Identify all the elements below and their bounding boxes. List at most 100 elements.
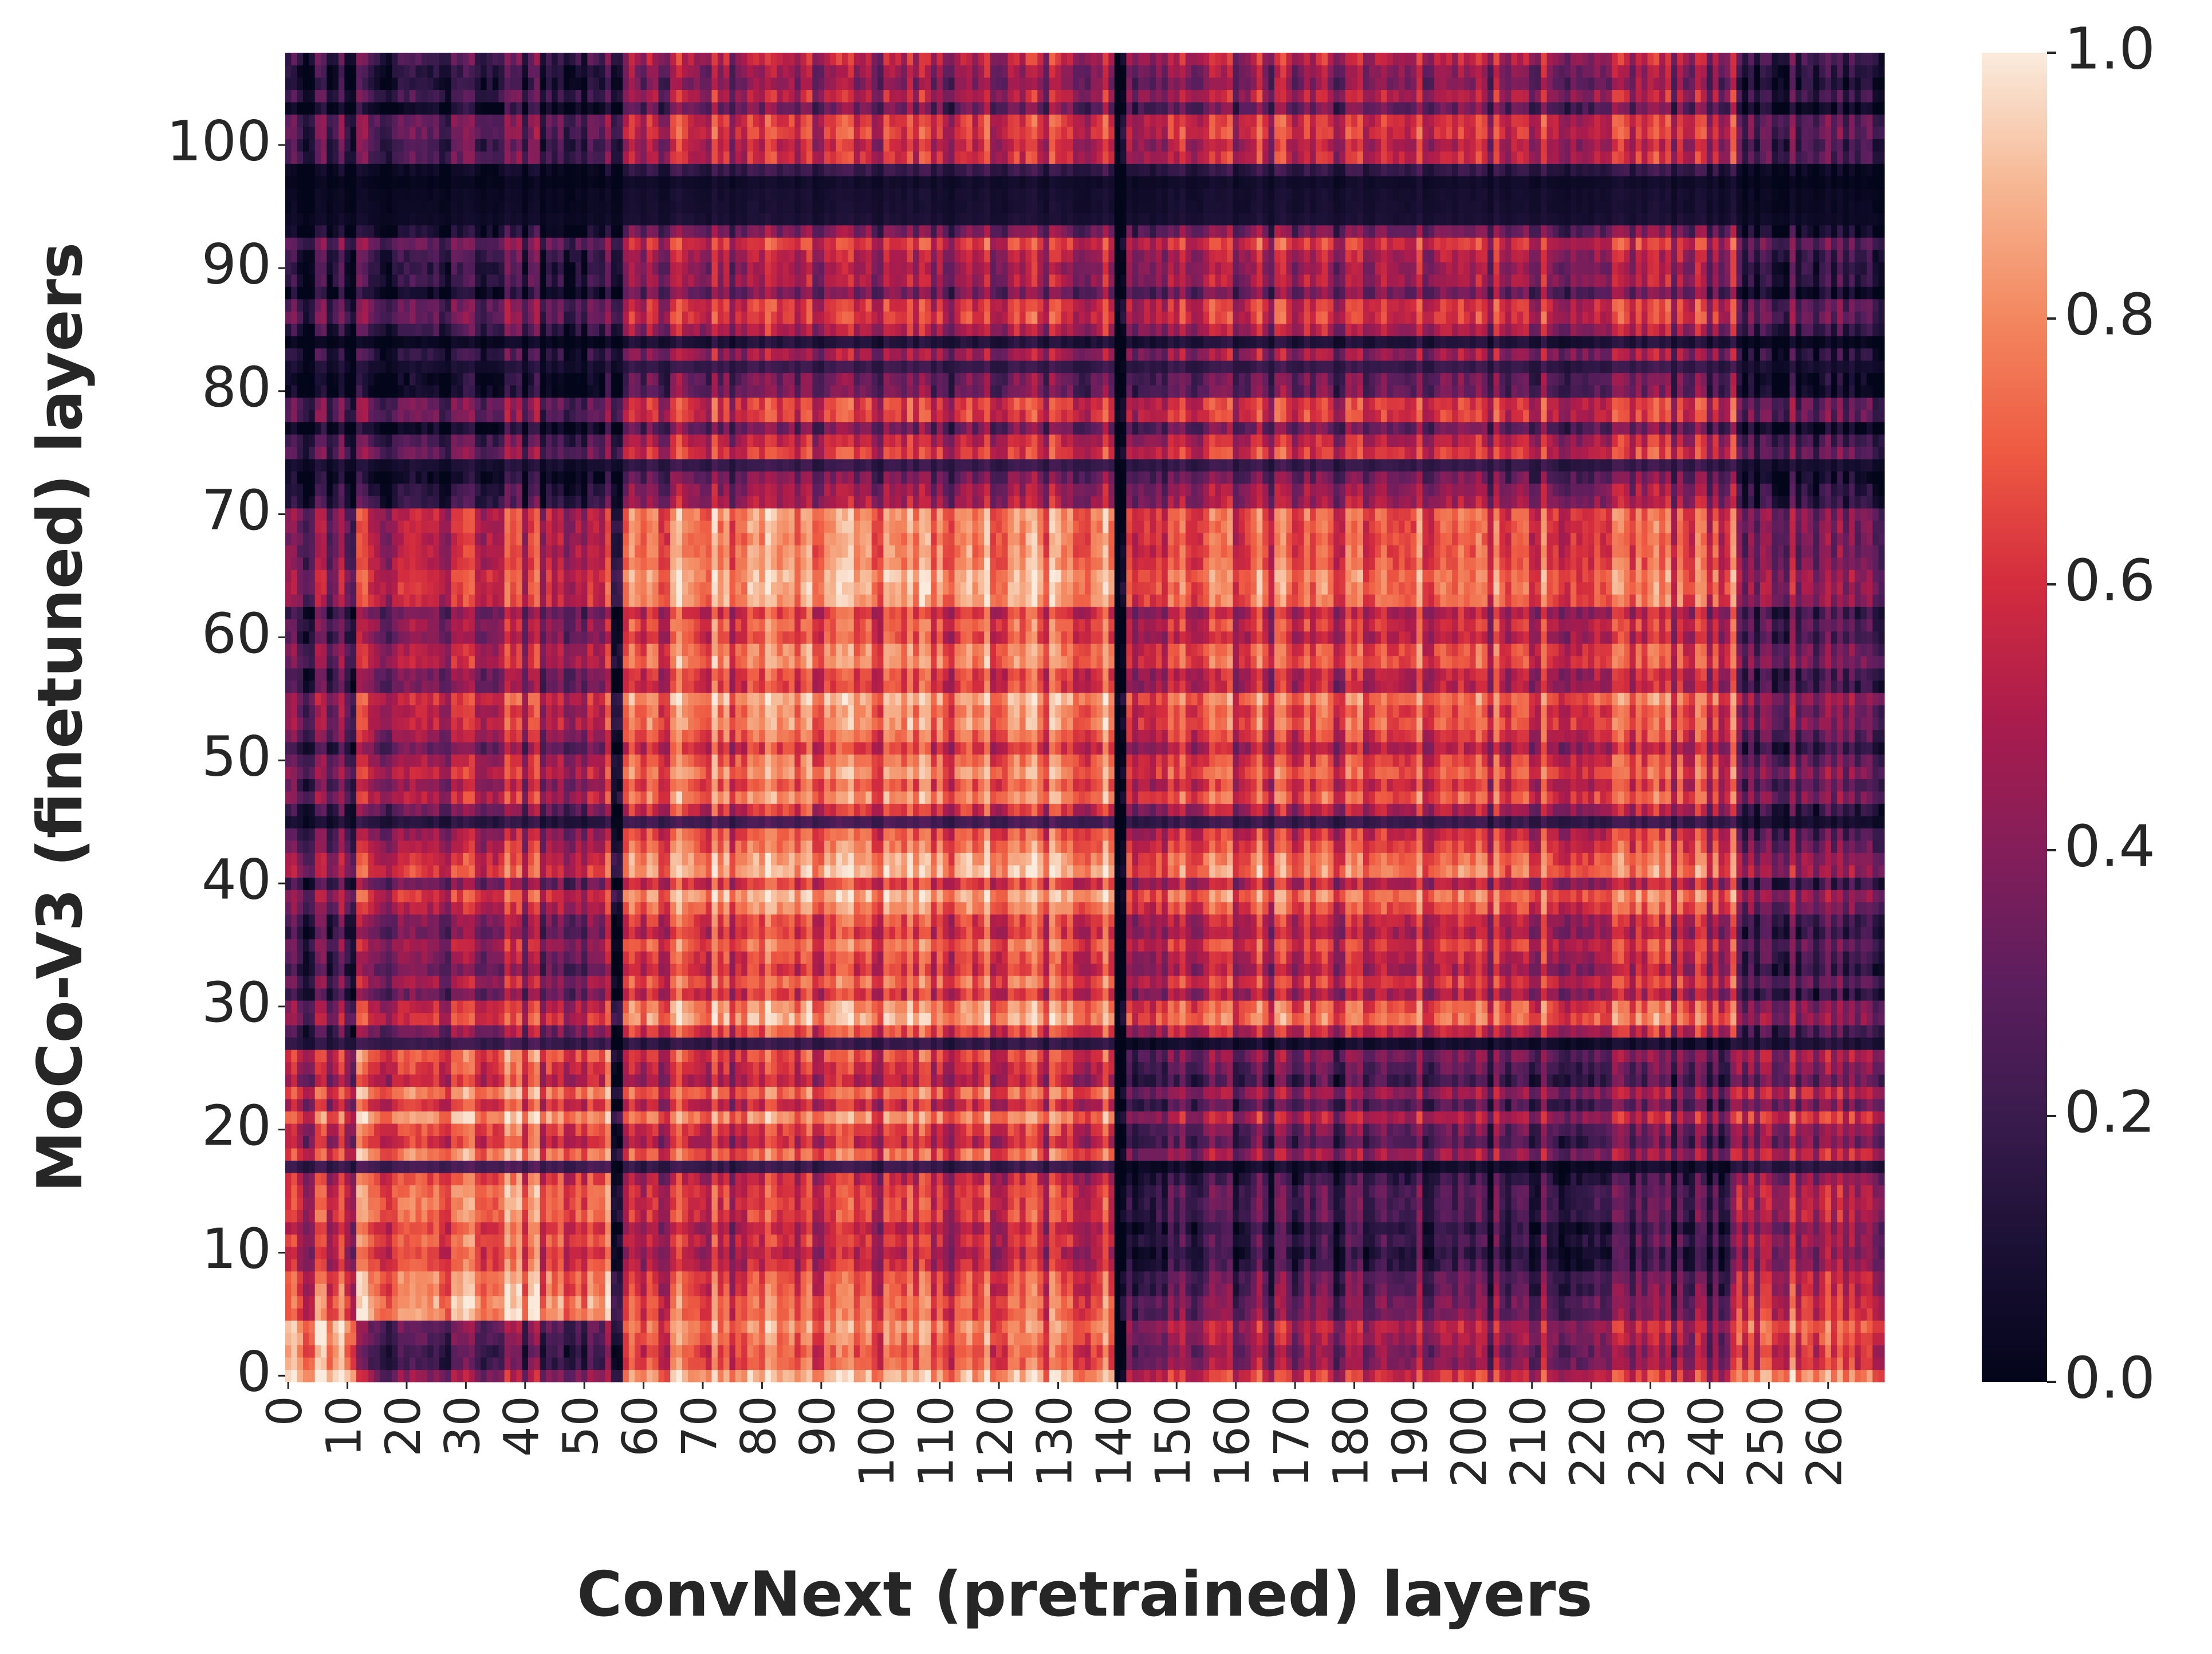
heatmap-cell	[718, 1209, 724, 1222]
heatmap-cell	[552, 1222, 558, 1235]
heatmap-cell	[1369, 1283, 1375, 1296]
heatmap-cell	[842, 1321, 848, 1333]
heatmap-cell	[1440, 1308, 1446, 1321]
heatmap-cell	[1162, 1259, 1168, 1271]
heatmap-cell	[439, 1271, 446, 1284]
heatmap-cell	[309, 1222, 315, 1235]
heatmap-cell	[505, 1259, 511, 1271]
heatmap-cell	[925, 1259, 931, 1271]
heatmap-cell	[984, 1357, 990, 1370]
heatmap-cell	[516, 1259, 522, 1271]
heatmap-cell	[1316, 1247, 1322, 1259]
heatmap-cell	[422, 1283, 428, 1296]
heatmap-cell	[730, 1370, 736, 1382]
heatmap-cell	[1813, 1247, 1820, 1259]
heatmap-cell	[522, 1370, 529, 1382]
heatmap-cell	[1867, 1222, 1873, 1235]
heatmap-cell	[735, 1370, 742, 1382]
heatmap-cell	[605, 1259, 611, 1271]
heatmap-cell	[1701, 1222, 1707, 1235]
heatmap-cell	[682, 1209, 688, 1222]
heatmap-cell	[806, 1370, 813, 1382]
heatmap-cell	[1677, 1345, 1683, 1358]
heatmap-cell	[1772, 1370, 1778, 1382]
heatmap-cell	[1061, 1234, 1068, 1247]
heatmap-cell	[1588, 1283, 1595, 1296]
heatmap-cell	[1529, 1222, 1536, 1235]
heatmap-cell	[1778, 1333, 1784, 1345]
heatmap-cell	[1126, 1370, 1132, 1382]
heatmap-cell	[1428, 1247, 1435, 1259]
heatmap-cell	[1843, 1283, 1849, 1296]
heatmap-cell	[877, 1247, 884, 1259]
heatmap-cell	[392, 1370, 398, 1382]
heatmap-cell	[1630, 1247, 1636, 1259]
heatmap-cell	[1671, 1247, 1678, 1259]
heatmap-cell	[658, 1259, 664, 1271]
heatmap-cell	[961, 1234, 967, 1247]
heatmap-cell	[1257, 1296, 1263, 1309]
heatmap-cell	[1363, 1345, 1369, 1358]
heatmap-cell	[883, 1283, 889, 1296]
heatmap-cell	[694, 1321, 700, 1333]
heatmap-cell	[1055, 1296, 1061, 1309]
heatmap-cell	[700, 1321, 706, 1333]
heatmap-cell	[1055, 1357, 1061, 1370]
heatmap-cell	[569, 1296, 576, 1309]
heatmap-cell	[469, 1345, 475, 1358]
heatmap-cell	[546, 1321, 552, 1333]
heatmap-cell	[540, 1357, 546, 1370]
heatmap-cell	[824, 1271, 831, 1284]
heatmap-cell	[344, 1259, 351, 1271]
heatmap-cell	[1387, 1234, 1393, 1247]
heatmap-cell	[1351, 1333, 1357, 1345]
heatmap-cell	[1126, 1333, 1132, 1345]
heatmap-cell	[1345, 1271, 1352, 1284]
heatmap-cell	[1701, 1271, 1707, 1284]
heatmap-cell	[1073, 1247, 1079, 1259]
heatmap-cell	[498, 1345, 505, 1358]
heatmap-cell	[540, 1271, 546, 1284]
heatmap-cell	[569, 1357, 576, 1370]
heatmap-cell	[1494, 1283, 1500, 1296]
heatmap-cell	[315, 1308, 321, 1321]
heatmap-cell	[1440, 1345, 1446, 1358]
heatmap-cell	[1689, 1308, 1695, 1321]
heatmap-cell	[1174, 1321, 1180, 1333]
heatmap-cell	[1108, 1234, 1115, 1247]
heatmap-cell	[552, 1259, 558, 1271]
heatmap-cell	[1434, 1209, 1440, 1222]
heatmap-cell	[1482, 1333, 1488, 1345]
heatmap-cell	[368, 1357, 375, 1370]
heatmap-cell	[694, 1234, 700, 1247]
heatmap-cell	[564, 1259, 570, 1271]
heatmap-cell	[783, 1247, 789, 1259]
heatmap-cell	[599, 1308, 605, 1321]
heatmap-cell	[1867, 1357, 1873, 1370]
heatmap-cell	[1416, 1209, 1423, 1222]
heatmap-cell	[1008, 1247, 1014, 1259]
heatmap-cell	[854, 1370, 860, 1382]
heatmap-cell	[1671, 1333, 1678, 1345]
heatmap-cell	[1512, 1321, 1518, 1333]
heatmap-cell	[1055, 1370, 1061, 1382]
heatmap-cell	[1032, 1345, 1038, 1358]
heatmap-cell	[1796, 1296, 1802, 1309]
heatmap-cell	[1061, 1247, 1068, 1259]
heatmap-cell	[1547, 1271, 1553, 1284]
heatmap-cell	[1843, 1234, 1849, 1247]
heatmap-cell	[1328, 1345, 1334, 1358]
heatmap-cell	[759, 1259, 765, 1271]
heatmap-cell	[1583, 1345, 1589, 1358]
heatmap-cell	[374, 1283, 380, 1296]
heatmap-cell	[1683, 1296, 1689, 1309]
heatmap-cell	[865, 1234, 872, 1247]
heatmap-cell	[1872, 1321, 1879, 1333]
heatmap-cell	[469, 1333, 475, 1345]
heatmap-cell	[1565, 1247, 1571, 1259]
heatmap-cell	[1553, 1321, 1559, 1333]
heatmap-cell	[913, 1296, 919, 1309]
heatmap-cell	[516, 1370, 522, 1382]
heatmap-cell	[883, 1259, 889, 1271]
heatmap-cell	[700, 1222, 706, 1235]
